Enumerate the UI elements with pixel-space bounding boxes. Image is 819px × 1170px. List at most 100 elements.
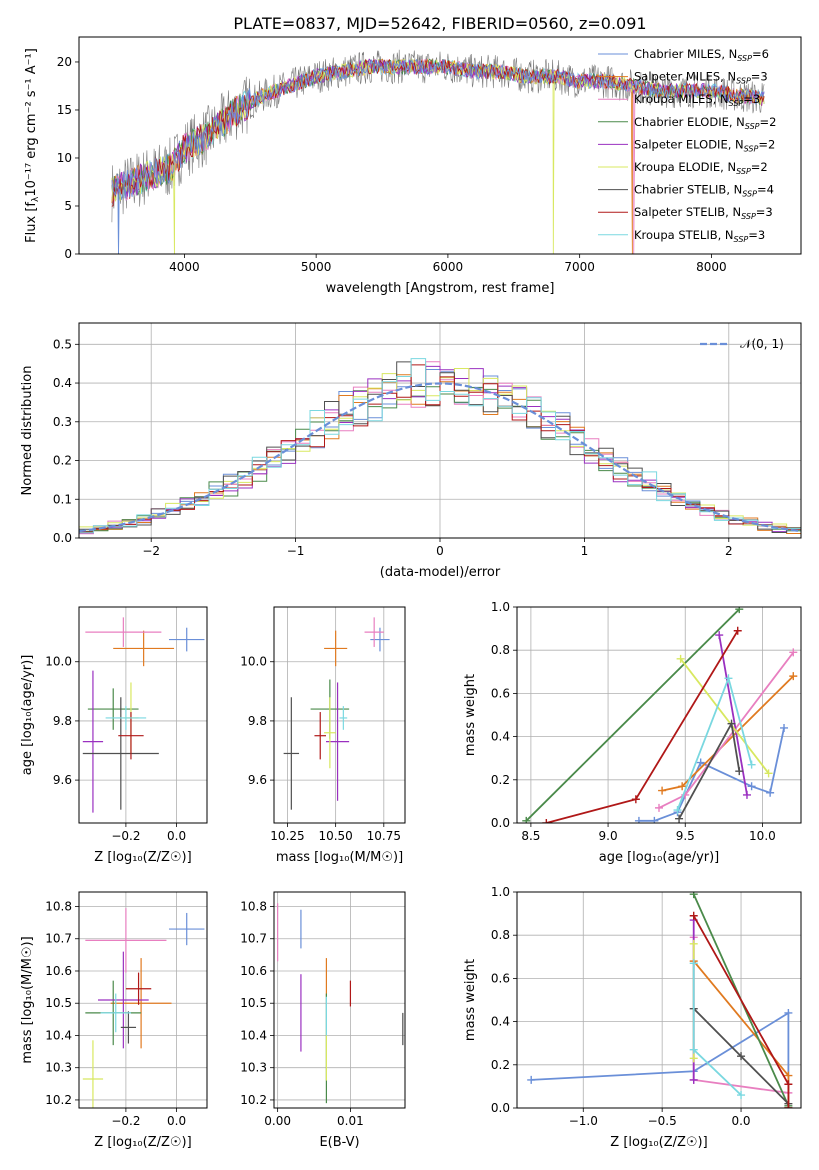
x-axis-label: mass [log₁₀(M/M☉)] — [276, 850, 403, 865]
x-tick-label: −0.5 — [648, 1114, 677, 1128]
weight-point-marker — [527, 1075, 536, 1084]
weight-series-line — [718, 634, 748, 796]
y-tick-label: 9.8 — [248, 714, 267, 728]
y-tick-label: 0.8 — [491, 643, 510, 657]
weight-point-marker — [733, 626, 742, 635]
x-axis-label: Z [log₁₀(Z/Z☉)] — [610, 1135, 707, 1150]
axes-mass-age: 10.25 10.50 10.75 9.6 9.8 10.0 mass [log₁₀(M/M… — [240, 606, 406, 865]
y-tick-label: 0.0 — [491, 816, 510, 830]
y-tick-label: 10.0 — [45, 655, 72, 669]
spectrum-model-line — [111, 58, 765, 254]
weight-point-marker — [689, 1075, 698, 1084]
weight-point-marker — [522, 816, 531, 823]
x-tick-label: −0.2 — [111, 829, 140, 843]
x-tick-label: 0.0 — [167, 829, 186, 843]
weight-series-line — [525, 608, 740, 822]
y-tick-label: 9.6 — [53, 773, 72, 787]
plot-area — [82, 908, 205, 1108]
x-tick-label: 0.01 — [337, 1114, 364, 1128]
y-tick-label: 10.5 — [45, 996, 72, 1010]
x-tick-label: 2 — [725, 544, 733, 558]
y-tick-label: 0.4 — [53, 376, 72, 390]
plot-area — [111, 49, 765, 254]
legend-label: Chabrier STELIB, NSSP=4 — [634, 183, 774, 199]
weight-point-marker — [678, 782, 687, 791]
weight-point-marker — [747, 782, 756, 791]
axes-frame — [78, 606, 208, 824]
weight-point-marker — [542, 819, 551, 823]
weight-point-marker — [675, 814, 684, 823]
y-axis-label: mass weight — [463, 959, 478, 1041]
axes-frame — [78, 36, 802, 255]
x-tick-label: 10.25 — [270, 829, 304, 843]
weight-point-marker — [735, 767, 744, 776]
weight-point-marker — [673, 806, 682, 815]
y-tick-label: 20 — [57, 55, 72, 69]
legend-label: Kroupa STELIB, NSSP=3 — [634, 228, 765, 244]
plot-area — [79, 358, 801, 538]
weight-point-marker — [689, 892, 698, 899]
x-tick-label: −1.0 — [569, 1114, 598, 1128]
y-tick-label: 10 — [57, 151, 72, 165]
y-tick-label: 0.2 — [491, 1058, 510, 1072]
y-tick-label: 0.2 — [491, 773, 510, 787]
axes-z-weight: −1.0 −0.5 0.0 0.0 0.2 0.4 0.6 0.8 1.0 Z [log₁₀(Z/… — [463, 885, 802, 1150]
weight-point-marker — [764, 769, 773, 778]
x-tick-label: 10.0 — [749, 829, 776, 843]
y-tick-label: 10.3 — [45, 1061, 72, 1075]
x-tick-label: 0.0 — [731, 1114, 750, 1128]
weight-point-marker — [658, 786, 667, 795]
plot-area — [277, 903, 404, 1104]
y-tick-label: 1.0 — [491, 885, 510, 899]
y-tick-label: 0.6 — [491, 686, 510, 700]
axes-frame — [516, 606, 802, 824]
axes-frame — [78, 891, 208, 1109]
y-tick-label: 9.6 — [248, 773, 267, 787]
axes-age-weight: 8.5 9.0 9.5 10.0 0.0 0.2 0.4 0.6 0.8 1.0 age [log₁… — [463, 600, 802, 865]
x-tick-label: 10.75 — [367, 829, 401, 843]
y-tick-label: 0 — [64, 247, 72, 261]
y-tick-label: 0.2 — [53, 454, 72, 468]
legend-label: Salpeter ELODIE, NSSP=2 — [634, 137, 775, 153]
spectrum-data-line — [111, 49, 765, 223]
y-tick-label: 10.4 — [240, 1028, 267, 1042]
weight-point-marker — [737, 1052, 746, 1061]
weight-point-marker — [784, 1080, 793, 1089]
x-tick-label: 5000 — [301, 260, 332, 274]
y-axis-label: Normed distribution — [20, 366, 35, 496]
y-tick-label: 0.4 — [491, 730, 510, 744]
x-tick-label: 9.5 — [676, 829, 695, 843]
y-axis-label: age [log₁₀(age/yr)] — [20, 655, 35, 776]
x-tick-label: 6000 — [433, 260, 464, 274]
weight-point-marker — [650, 816, 659, 823]
axes-ebv-mass: 0.00 0.01 10.2 10.3 10.4 10.5 10.6 10.7 10.8 E(B-… — [240, 891, 406, 1150]
y-tick-label: 15 — [57, 103, 72, 117]
axes-z-mass: −0.2 0.0 10.2 10.3 10.4 10.5 10.6 10.7 10.8 Z [lo… — [20, 891, 208, 1150]
x-axis-label: Z [log₁₀(Z/Z☉)] — [94, 850, 191, 865]
weight-point-marker — [655, 803, 663, 812]
legend-label: Chabrier MILES, NSSP=6 — [634, 47, 769, 63]
x-tick-label: 9.0 — [599, 829, 618, 843]
axes-spectrum: 4000 5000 6000 7000 8000 0 5 10 15 20 wavelength [… — [24, 36, 802, 296]
weight-point-marker — [789, 648, 798, 657]
x-axis-label: age [log₁₀(age/yr)] — [599, 850, 720, 865]
weight-point-marker — [724, 674, 733, 683]
weight-point-marker — [747, 760, 756, 769]
y-axis-label: mass weight — [463, 674, 478, 756]
x-tick-label: 8000 — [696, 260, 727, 274]
gaussian-curve — [79, 382, 801, 533]
x-axis-label: E(B-V) — [319, 1135, 359, 1150]
y-tick-label: 10.8 — [45, 900, 72, 914]
x-tick-label: −2 — [142, 544, 160, 558]
legend-label: Kroupa ELODIE, NSSP=2 — [634, 160, 768, 176]
y-axis-label: mass [log₁₀(M/M☉)] — [20, 936, 35, 1063]
axes-frame — [78, 322, 802, 539]
y-tick-label: 10.2 — [45, 1093, 72, 1107]
weight-point-marker — [784, 1071, 793, 1080]
plot-area — [522, 607, 798, 823]
weight-point-marker — [689, 939, 698, 948]
axes-frame — [516, 891, 802, 1109]
y-tick-label: 10.3 — [240, 1061, 267, 1075]
spectrum-model-line — [111, 58, 765, 205]
weight-point-marker — [727, 719, 736, 728]
